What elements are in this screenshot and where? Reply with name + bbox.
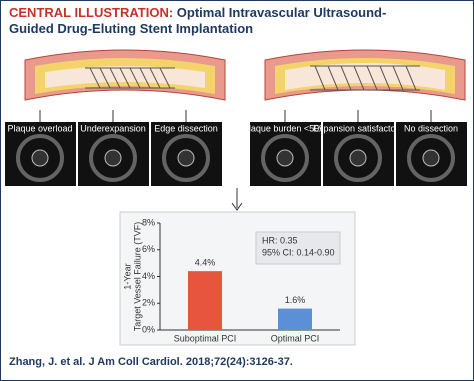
- bar: [188, 271, 222, 330]
- annotation: 95% CI: 0.14-0.90: [262, 247, 335, 257]
- ivus-ring: [16, 134, 64, 182]
- vessel-left: [24, 49, 226, 122]
- panel-label: Plaque overload: [7, 123, 72, 133]
- y-tick-label: 0%: [142, 324, 155, 334]
- ivus-ring: [162, 134, 210, 182]
- arrow: [231, 188, 243, 211]
- y-tick-label: 8%: [142, 217, 155, 227]
- ivus-ring: [407, 134, 455, 182]
- x-tick-label: Suboptimal PCI: [174, 333, 237, 343]
- y-axis-label: Target Vessel Failure (TVF): [132, 222, 142, 332]
- panel-label: No dissection: [404, 123, 458, 133]
- ivus-core: [422, 149, 440, 167]
- panel-label: Plaque burden <50%: [243, 123, 327, 133]
- vessel-right: [264, 49, 466, 122]
- annotation-box: [255, 231, 341, 265]
- panel-label: Underexpansion: [80, 123, 146, 133]
- bar: [278, 308, 312, 330]
- ivus-core: [349, 149, 367, 167]
- value-label: 4.4%: [195, 258, 216, 268]
- annotation: HR: 0.35: [262, 235, 298, 245]
- header-title: Optimal Intravascular Ultrasound-Guided …: [9, 5, 387, 36]
- panel-label: Expansion satisfactory: [313, 123, 404, 133]
- header-label: CENTRAL ILLUSTRATION:: [9, 5, 174, 20]
- ivus-ring: [334, 134, 382, 182]
- header: CENTRAL ILLUSTRATION: Optimal Intravascu…: [9, 5, 389, 37]
- ivus-ring: [261, 134, 309, 182]
- ivus-core: [104, 149, 122, 167]
- y-tick-label: 2%: [142, 298, 155, 308]
- value-label: 1.6%: [285, 295, 306, 305]
- x-tick-label: Optimal PCI: [271, 333, 320, 343]
- citation: Zhang, J. et al. J Am Coll Cardiol. 2018…: [9, 356, 293, 368]
- y-tick-label: 6%: [142, 244, 155, 254]
- ivus-core: [177, 149, 195, 167]
- y-tick-label: 4%: [142, 271, 155, 281]
- ivus-core: [31, 149, 49, 167]
- ivus-core: [276, 149, 294, 167]
- panel-label: Edge dissection: [154, 123, 218, 133]
- y-axis-label: 1-Year: [122, 263, 132, 289]
- ivus-ring: [89, 134, 137, 182]
